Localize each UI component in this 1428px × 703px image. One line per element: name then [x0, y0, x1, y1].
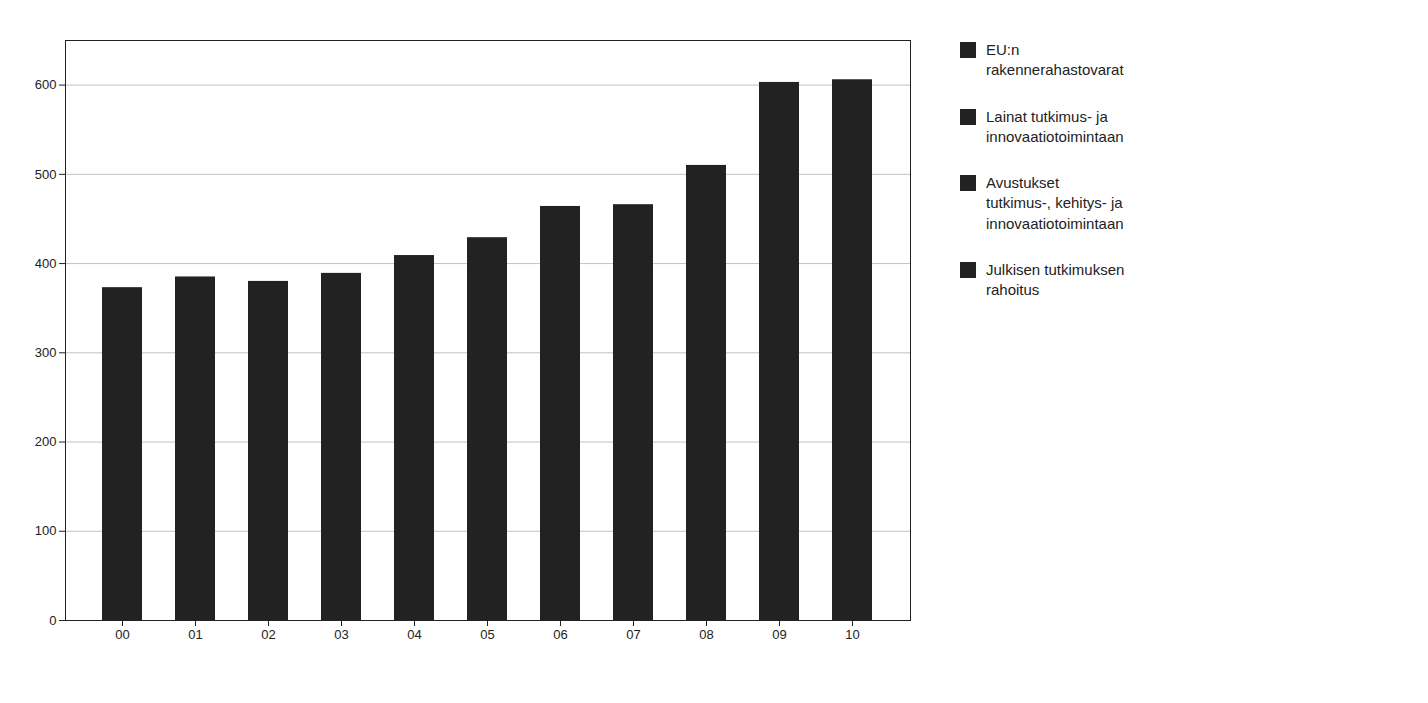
svg-text:600: 600: [35, 77, 57, 92]
svg-text:02: 02: [261, 627, 275, 642]
svg-text:03: 03: [334, 627, 348, 642]
html-text:Lainat tutkimus- ja innovaatio: Lainat tutkimus- ja innovaatiotoimintaan: [986, 107, 1124, 145]
svg-text:400: 400: [35, 256, 57, 271]
svg-text:300: 300: [35, 345, 57, 360]
html-text:Julkisen tutkimuksen rahoitus: Julkisen tutkimuksen rahoitus: [986, 260, 1125, 298]
html-text:Avustukset tutkimus-, kehitys-: Avustukset tutkimus-, kehitys- ja innova…: [986, 174, 1124, 232]
svg-text:10: 10: [845, 627, 859, 642]
svg-text:07: 07: [626, 627, 640, 642]
html-text:EU:n rakennerahastovarat: EU:n rakennerahastovarat: [986, 41, 1124, 79]
svg-text:100: 100: [35, 523, 57, 538]
svg-text:08: 08: [699, 627, 713, 642]
svg-text:06: 06: [553, 627, 567, 642]
svg-text:500: 500: [35, 167, 57, 182]
svg-text:09: 09: [772, 627, 786, 642]
svg-text:200: 200: [35, 434, 57, 449]
svg-text:04: 04: [407, 627, 421, 642]
svg-text:0: 0: [49, 613, 56, 628]
svg-text:05: 05: [480, 627, 494, 642]
svg-text:01: 01: [188, 627, 202, 642]
svg-text:00: 00: [115, 627, 129, 642]
